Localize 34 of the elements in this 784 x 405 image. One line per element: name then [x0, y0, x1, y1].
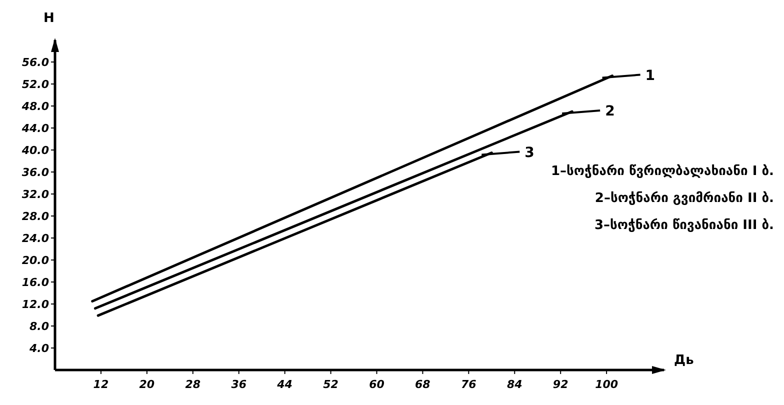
x-tick-label: 84: [506, 378, 522, 391]
y-tick-label: 4.0: [28, 342, 50, 355]
x-tick-label: 44: [276, 378, 292, 391]
y-tick-label: 36.0: [22, 166, 50, 179]
x-tick-label: 92: [552, 378, 569, 391]
y-tick-label: 28.0: [22, 210, 50, 223]
legend-label: 3: [524, 144, 534, 161]
x-tick-label: 36: [231, 378, 247, 391]
x-tick-label: 52: [323, 378, 339, 391]
y-tick-label: 48.0: [20, 100, 50, 113]
legend-label: 2: [605, 104, 615, 120]
y-axis-title: H: [44, 11, 54, 26]
x-tick-label: 68: [415, 378, 431, 391]
y-tick-label: 32.0: [22, 188, 50, 201]
x-tick-label: 28: [185, 378, 201, 391]
y-tick-label: 16.0: [22, 276, 50, 289]
annotation: 1–სოჭნარი წვრილბალახიანი I ბ.: [551, 164, 774, 179]
annotation: 3–სოჭნარი წივანიანი III ბ.: [594, 218, 774, 233]
y-tick-label: 20.0: [22, 254, 50, 267]
y-tick-label: 8.0: [30, 320, 50, 333]
y-tick-label: 12.0: [22, 298, 50, 311]
x-axis-title: Дь: [674, 353, 694, 368]
y-tick-label: 24.0: [22, 232, 50, 245]
y-tick-label: 52.0: [22, 78, 50, 91]
x-tick-label: 76: [461, 378, 477, 391]
x-tick-label: 20: [139, 378, 155, 391]
y-tick-label: 44.0: [20, 122, 50, 135]
y-tick-label: 56.0: [22, 56, 50, 69]
annotation: 2–სოჭნარი გვიმრიანი II ბ.: [594, 191, 774, 206]
y-tick-label: 40.0: [20, 144, 50, 157]
x-tick-label: 100: [595, 378, 618, 391]
x-tick-label: 60: [369, 378, 385, 391]
x-tick-label: 12: [93, 378, 109, 391]
legend-label: 1: [645, 68, 656, 84]
